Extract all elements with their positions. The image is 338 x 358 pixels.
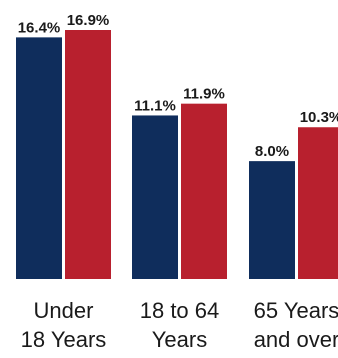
bars-layer: [16, 30, 338, 279]
bar-2-series-0: [249, 161, 295, 279]
category-label-2-line-1: and over: [254, 327, 338, 352]
bar-2-series-1: [298, 127, 338, 279]
category-label-1-line-0: 18 to 64: [140, 298, 220, 323]
bar-1-series-0: [132, 115, 178, 279]
bar-0-series-1: [65, 30, 111, 279]
category-label-0-line-1: 18 Years: [21, 327, 107, 352]
value-labels-layer: 16.4% 16.9% 11.1% 11.9% 8.0% 10.3%: [18, 12, 338, 160]
category-labels-layer: Under 18 Years 18 to 64 Years 65 Years and ov…: [21, 298, 338, 352]
value-label-0-series-0: 16.4%: [18, 19, 61, 36]
category-label-0-line-0: Under: [34, 298, 94, 323]
value-label-1-series-0: 11.1%: [134, 97, 176, 114]
value-label-2-series-1: 10.3%: [300, 109, 338, 126]
bar-1-series-1: [181, 103, 227, 279]
category-label-1-line-1: Years: [152, 327, 207, 352]
value-label-2-series-0: 8.0%: [255, 143, 289, 160]
category-label-2-line-0: 65 Years: [254, 298, 338, 323]
value-label-0-series-1: 16.9%: [67, 12, 110, 29]
value-label-1-series-1: 11.9%: [183, 86, 225, 103]
bar-0-series-0: [16, 37, 62, 279]
